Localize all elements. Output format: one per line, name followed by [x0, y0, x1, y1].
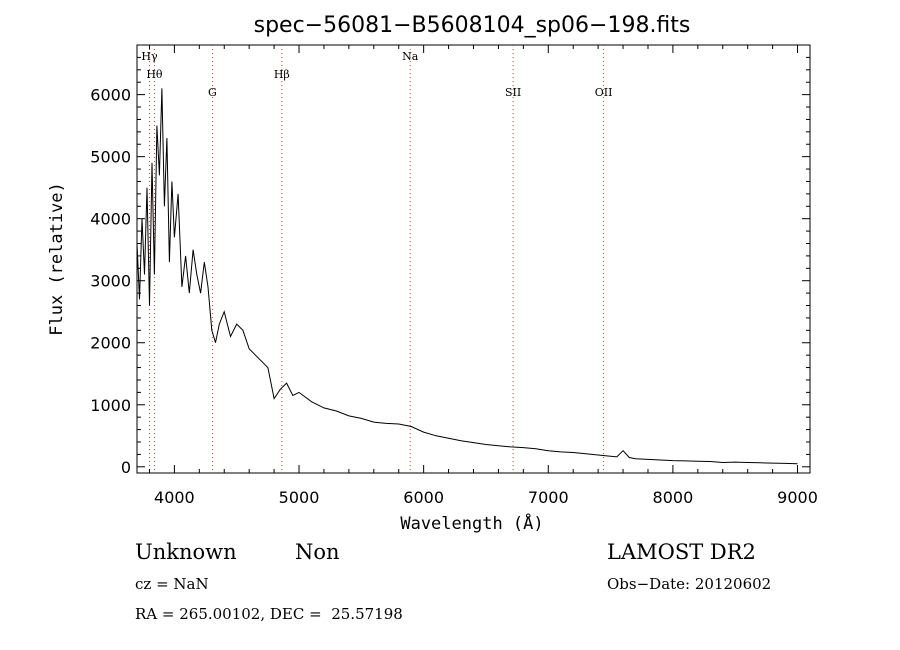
x-tick-label: 6000 [403, 488, 444, 507]
x-tick-label: 9000 [777, 488, 818, 507]
x-tick-label: 7000 [528, 488, 569, 507]
x-axis: 4000 5000 6000 7000 8000 9000 [148, 45, 818, 507]
spectral-line-markers: Hγ Hθ G Hβ Na SII OII [141, 45, 612, 473]
observation-date: Obs−Date: 20120602 [607, 575, 772, 593]
y-tick-label: 2000 [90, 334, 131, 353]
y-tick-label: 4000 [90, 210, 131, 229]
x-tick-label: 5000 [279, 488, 320, 507]
object-class: Unknown [135, 540, 237, 564]
y-tick-label: 5000 [90, 148, 131, 167]
line-marker-label: G [208, 86, 217, 99]
line-marker-label: SII [505, 86, 521, 99]
y-tick-label: 1000 [90, 396, 131, 415]
line-marker-label: Hθ [146, 68, 163, 81]
x-tick-label: 4000 [154, 488, 195, 507]
chart-title: spec−56081−B5608104_sp06−198.fits [254, 13, 691, 38]
line-marker-label: Hγ [141, 50, 158, 63]
object-subclass: Non [295, 540, 340, 564]
line-marker-label: Hβ [274, 68, 290, 81]
y-tick-label: 0 [121, 458, 131, 477]
x-tick-label: 8000 [653, 488, 694, 507]
y-tick-label: 6000 [90, 86, 131, 105]
line-marker-label: Na [402, 50, 419, 63]
line-marker-label: OII [595, 86, 613, 99]
y-axis: 0 1000 2000 3000 4000 5000 6000 [90, 56, 810, 477]
redshift-value: cz = NaN [135, 575, 209, 593]
survey-name: LAMOST DR2 [607, 540, 756, 564]
x-axis-label: Wavelength (Å) [400, 512, 543, 534]
plot-frame [136, 44, 811, 474]
y-tick-label: 3000 [90, 272, 131, 291]
spectrum-line [136, 88, 798, 465]
coordinates: RA = 265.00102, DEC = 25.57198 [135, 605, 403, 623]
y-axis-label: Flux (relative) [47, 182, 67, 336]
